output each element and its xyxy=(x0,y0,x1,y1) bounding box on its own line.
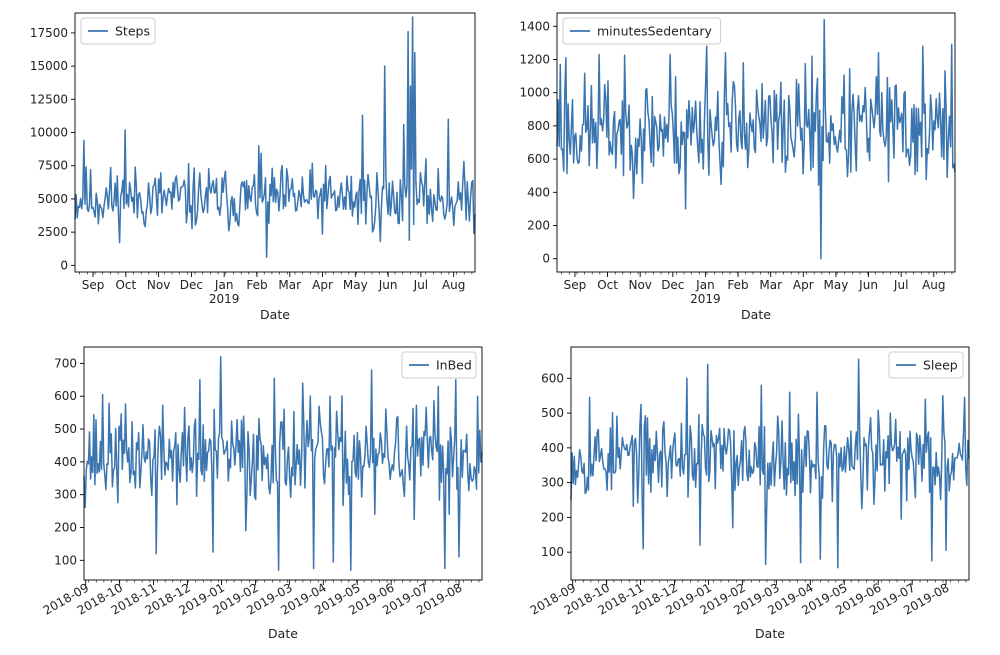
x-tick-label: May xyxy=(824,278,849,292)
x-tick-label: Nov xyxy=(628,278,651,292)
y-tick-label: 1200 xyxy=(519,52,550,66)
legend: minutesSedentary xyxy=(562,17,722,45)
legend-box xyxy=(80,17,156,45)
y-tick-label: 500 xyxy=(54,422,77,436)
x-tick-label: Mar xyxy=(759,278,782,292)
legend-label: InBed xyxy=(436,358,472,373)
y-tick-label: 600 xyxy=(541,371,564,385)
x-tick-label: Jan xyxy=(695,278,715,292)
x-tick-label: Jan xyxy=(214,278,234,292)
y-tick-label: 5000 xyxy=(37,192,68,206)
legend-label: Steps xyxy=(115,24,150,39)
legend-box xyxy=(888,351,964,379)
series-line-InBed xyxy=(83,356,483,571)
legend-box xyxy=(401,351,477,379)
y-tick-label: 1000 xyxy=(519,86,550,100)
y-tick-label: 12500 xyxy=(30,92,68,106)
x-axis-label: Date xyxy=(268,626,298,641)
x-tick-label: Jul xyxy=(413,278,428,292)
y-tick-label: 7500 xyxy=(37,159,68,173)
series-line-Sleep xyxy=(570,358,970,569)
legend: Sleep xyxy=(888,351,964,379)
y-tick-label: 500 xyxy=(541,406,564,420)
chart-0: 0 2500 5000 7500 10000 12500 15000 17500 Sep Oct N… xyxy=(30,12,476,322)
x-tick-label: Aug xyxy=(922,278,945,292)
x-tick-label: Mar xyxy=(278,278,301,292)
chart-2: 1002003004005006007002018-092018-102018-… xyxy=(41,346,483,641)
legend-label: minutesSedentary xyxy=(597,24,712,39)
x-tick-label: Oct xyxy=(115,278,136,292)
series-line-Steps xyxy=(74,16,476,259)
x-tick-label: Feb xyxy=(727,278,748,292)
axes-frame xyxy=(570,346,970,581)
y-tick-label: 200 xyxy=(541,510,564,524)
x-axis-label: Date xyxy=(755,626,785,641)
x-tick-label: Aug xyxy=(442,278,465,292)
y-tick-label: 600 xyxy=(527,152,550,166)
x-axis-label: Date xyxy=(741,307,771,322)
y-tick-label: 700 xyxy=(54,356,77,370)
y-tick-label: 400 xyxy=(54,455,77,469)
axes-frame xyxy=(83,346,483,581)
x-tick-year-label: 2019 xyxy=(690,292,721,306)
y-tick-label: 100 xyxy=(541,545,564,559)
x-tick-label: Dec xyxy=(661,278,684,292)
x-tick-label: Jul xyxy=(893,278,908,292)
x-tick-label: Dec xyxy=(180,278,203,292)
x-tick-label: Jun xyxy=(858,278,878,292)
y-tick-label: 400 xyxy=(541,441,564,455)
x-tick-year-label: 2019 xyxy=(209,292,240,306)
y-tick-label: 15000 xyxy=(30,59,68,73)
legend: InBed xyxy=(401,351,477,379)
chart-3: 1002003004005006002018-092018-102018-112… xyxy=(528,346,970,641)
axes-frame xyxy=(556,12,956,273)
y-tick-label: 10000 xyxy=(30,126,68,140)
x-tick-label: Feb xyxy=(246,278,267,292)
y-tick-label: 600 xyxy=(54,389,77,403)
x-tick-label: Sep xyxy=(82,278,105,292)
y-tick-label: 800 xyxy=(527,119,550,133)
x-tick-label: Sep xyxy=(564,278,587,292)
y-tick-label: 300 xyxy=(54,488,77,502)
chart-1: 0 200 400 600 800 1000 1200 1400 Sep Oct Nov Dec Jan… xyxy=(519,12,956,322)
y-tick-label: 1400 xyxy=(519,19,550,33)
y-tick-label: 0 xyxy=(542,252,550,266)
y-tick-label: 300 xyxy=(541,476,564,490)
x-tick-label: May xyxy=(343,278,368,292)
axes-frame xyxy=(74,12,476,273)
y-tick-label: 17500 xyxy=(30,26,68,40)
y-tick-label: 400 xyxy=(527,185,550,199)
y-tick-label: 200 xyxy=(54,520,77,534)
y-tick-label: 100 xyxy=(54,553,77,567)
legend-box xyxy=(562,17,722,45)
x-axis-label: Date xyxy=(260,307,290,322)
x-tick-label: Jun xyxy=(378,278,398,292)
series-line-minutesSedentary xyxy=(556,18,956,260)
y-tick-label: 200 xyxy=(527,219,550,233)
y-tick-label: 2500 xyxy=(37,225,68,239)
x-tick-label: Oct xyxy=(597,278,618,292)
legend-label: Sleep xyxy=(923,358,958,373)
y-tick-label: 0 xyxy=(60,258,68,272)
x-tick-label: Apr xyxy=(312,278,333,292)
legend: Steps xyxy=(80,17,156,45)
x-tick-label: Apr xyxy=(793,278,814,292)
x-tick-label: Nov xyxy=(147,278,170,292)
